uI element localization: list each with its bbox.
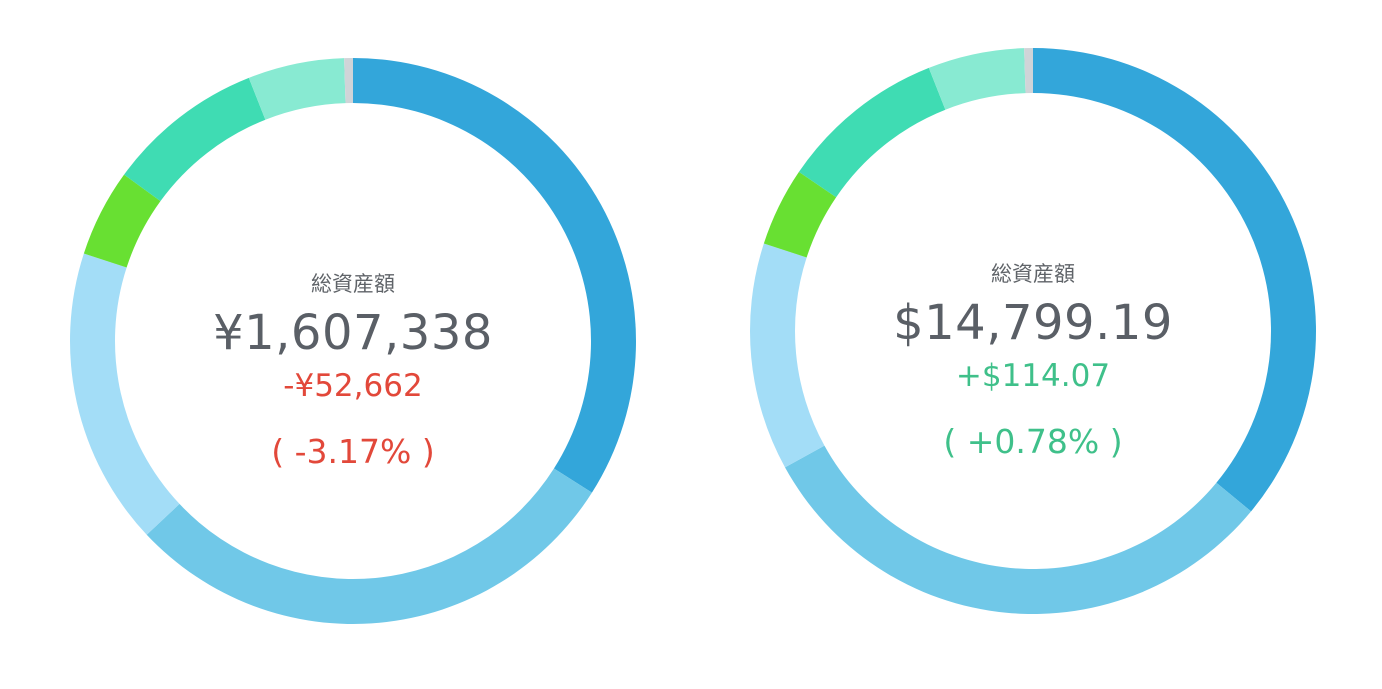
total-assets-title: 総資産額	[311, 272, 395, 296]
total-assets-title: 総資産額	[991, 262, 1075, 286]
donut-segment-7[interactable]	[1024, 48, 1033, 94]
donut-segment-2[interactable]	[146, 468, 592, 624]
donut-segment-1[interactable]	[353, 58, 636, 493]
change-percent: ( +0.78% )	[943, 422, 1123, 461]
donut-center-jpy: 総資産額 ¥1,607,338 -¥52,662 ( -3.17% )	[143, 266, 563, 476]
change-percent: ( -3.17% )	[271, 432, 435, 471]
total-assets-value: $14,799.19	[893, 295, 1173, 351]
donut-segment-6[interactable]	[928, 48, 1026, 110]
donut-segment-5[interactable]	[124, 77, 266, 202]
donut-segment-5[interactable]	[798, 67, 946, 198]
donut-segment-3[interactable]	[70, 253, 180, 535]
change-amount: -¥52,662	[283, 368, 423, 404]
donut-chart-jpy	[70, 58, 636, 624]
donut-segment-2[interactable]	[785, 445, 1252, 615]
donut-segment-1[interactable]	[1033, 48, 1316, 512]
change-amount: +$114.07	[955, 358, 1111, 394]
donut-chart-usd	[750, 48, 1316, 615]
donut-segment-7[interactable]	[344, 58, 353, 104]
donut-segment-4[interactable]	[763, 171, 837, 258]
total-assets-value: ¥1,607,338	[213, 305, 493, 361]
donut-segment-4[interactable]	[83, 174, 161, 268]
donut-segment-3[interactable]	[750, 243, 825, 468]
donut-segment-6[interactable]	[248, 58, 346, 120]
donut-center-usd: 総資産額 $14,799.19 +$114.07 ( +0.78% )	[823, 256, 1243, 466]
